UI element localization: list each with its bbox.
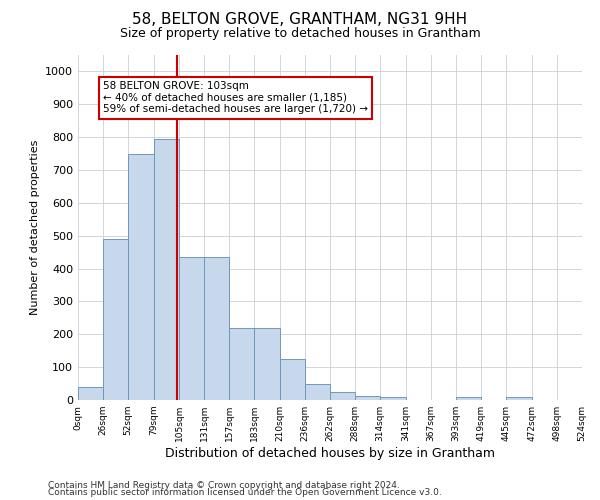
Bar [506, 396, 532, 400]
Text: 58 BELTON GROVE: 103sqm
← 40% of detached houses are smaller (1,185)
59% of semi: 58 BELTON GROVE: 103sqm ← 40% of detache… [103, 82, 368, 114]
Text: Contains HM Land Registry data © Crown copyright and database right 2024.: Contains HM Land Registry data © Crown c… [48, 480, 400, 490]
Bar [78, 387, 103, 400]
Bar [204, 257, 229, 400]
Y-axis label: Number of detached properties: Number of detached properties [29, 140, 40, 315]
Bar [254, 328, 280, 400]
Bar [280, 359, 305, 400]
Bar [103, 239, 128, 400]
Bar [154, 139, 179, 400]
Text: 58, BELTON GROVE, GRANTHAM, NG31 9HH: 58, BELTON GROVE, GRANTHAM, NG31 9HH [133, 12, 467, 28]
Bar [305, 384, 330, 400]
Text: Size of property relative to detached houses in Grantham: Size of property relative to detached ho… [119, 28, 481, 40]
Bar [380, 396, 406, 400]
Bar [456, 396, 481, 400]
Text: Contains public sector information licensed under the Open Government Licence v3: Contains public sector information licen… [48, 488, 442, 497]
Bar [229, 328, 254, 400]
Bar [355, 396, 380, 400]
Bar [128, 154, 154, 400]
Bar [179, 257, 204, 400]
X-axis label: Distribution of detached houses by size in Grantham: Distribution of detached houses by size … [165, 447, 495, 460]
Bar [330, 392, 355, 400]
